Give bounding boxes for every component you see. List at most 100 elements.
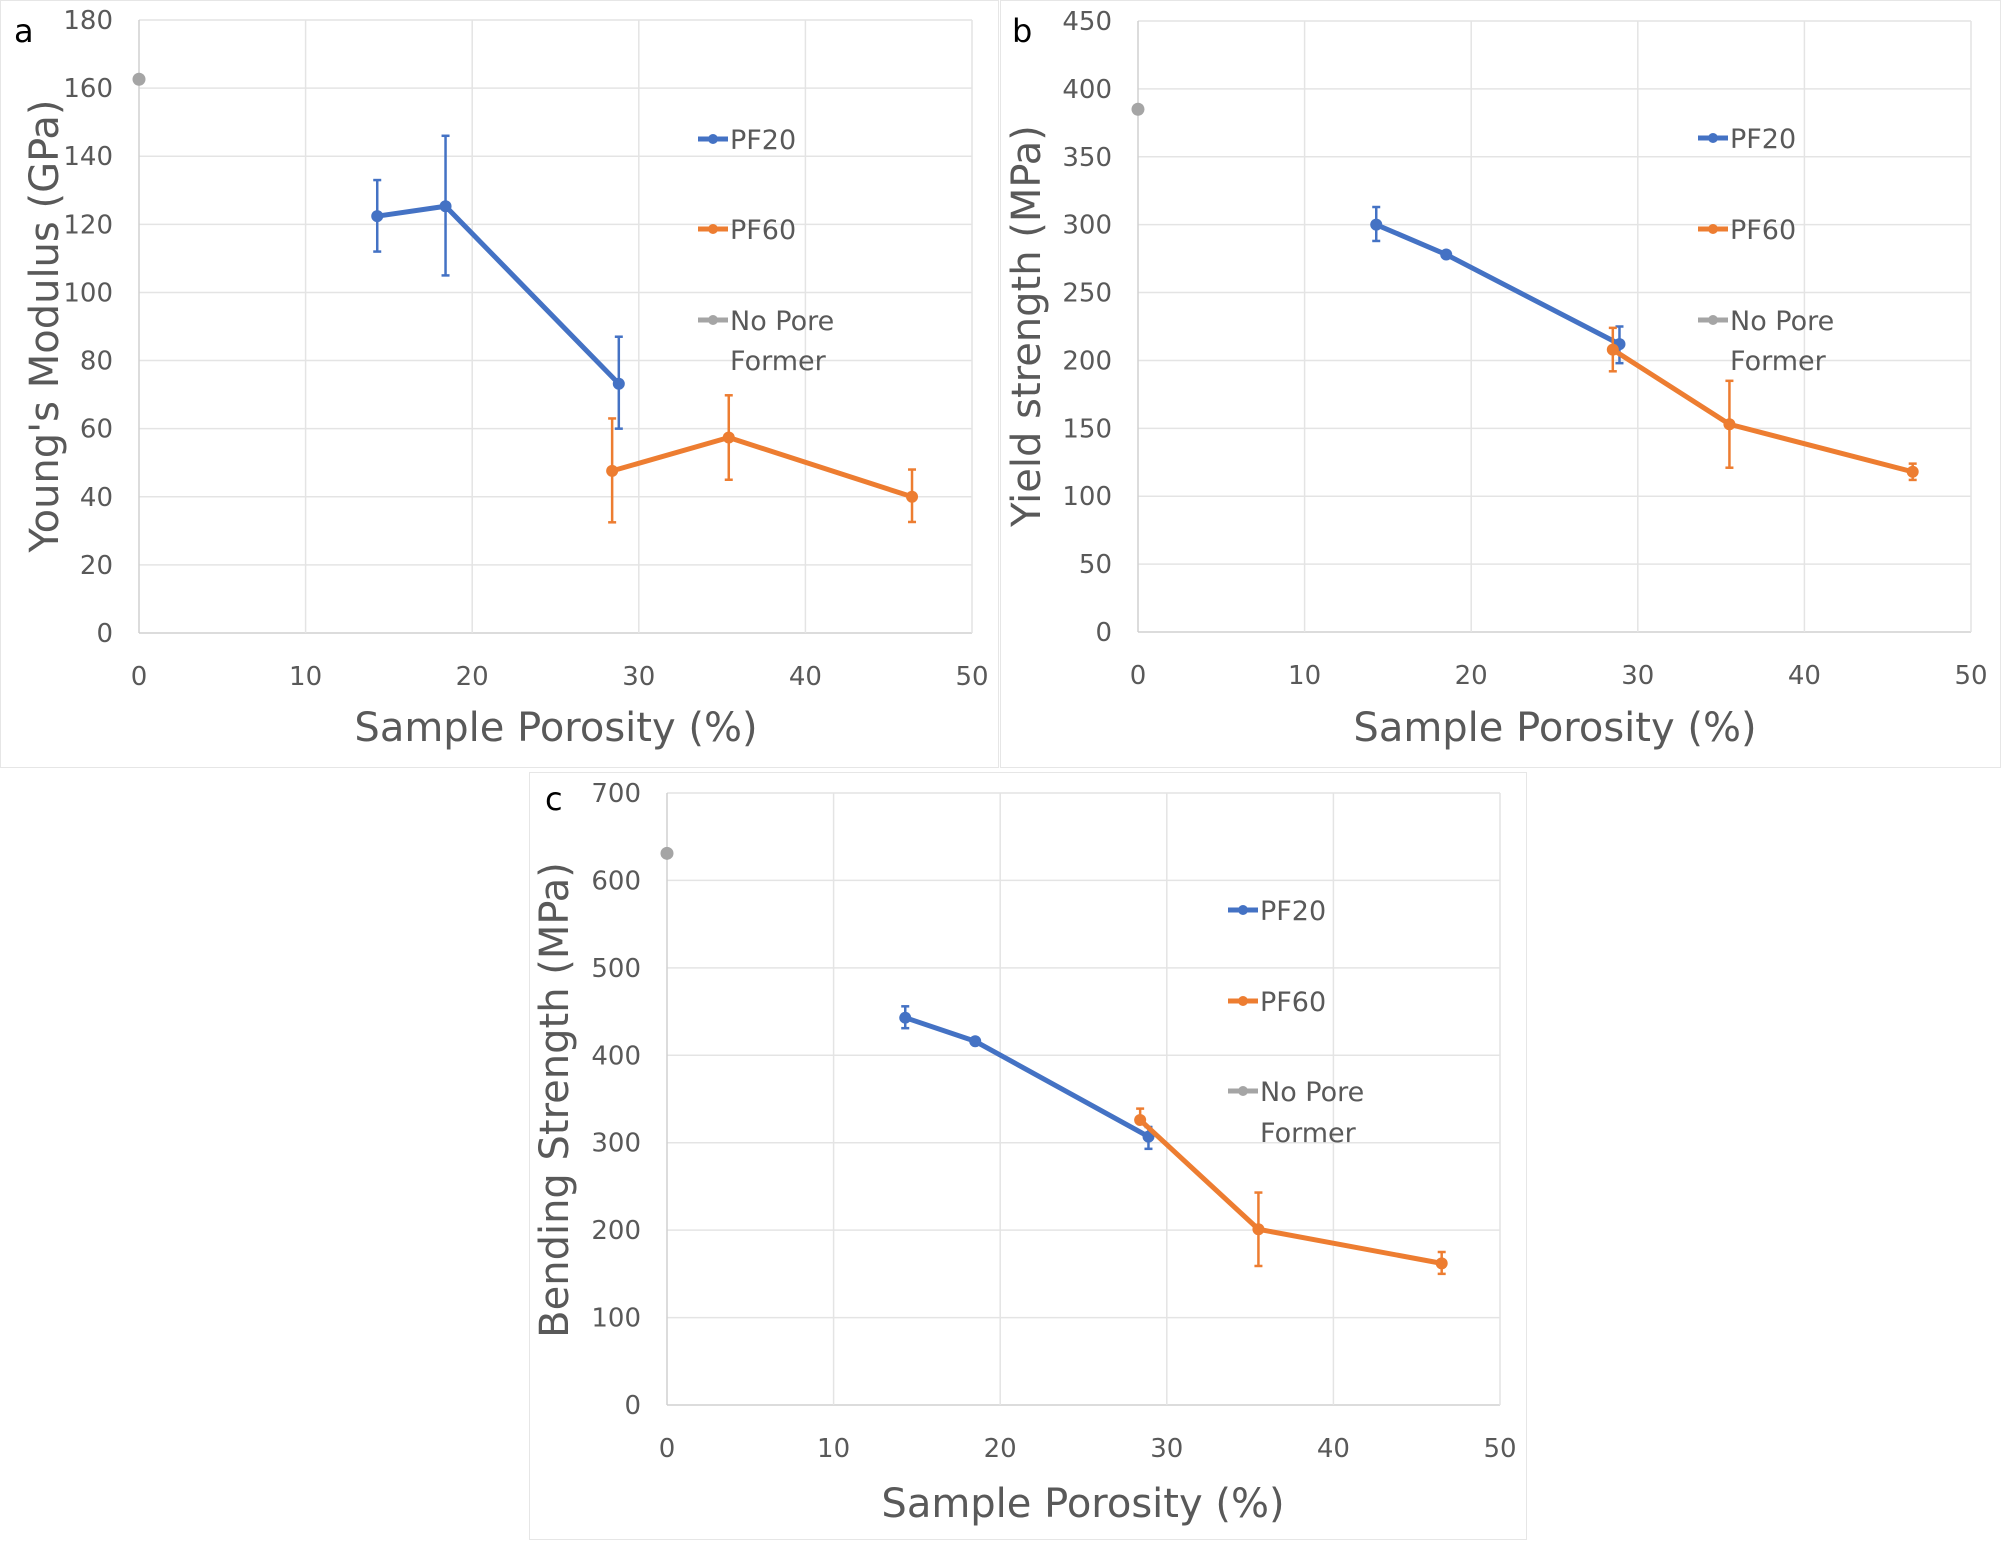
series-line bbox=[376, 203, 621, 386]
panel-label: b bbox=[1012, 12, 1032, 50]
legend-marker bbox=[1708, 315, 1718, 325]
legend-marker bbox=[1708, 133, 1718, 143]
x-tick-label: 50 bbox=[1483, 1434, 1516, 1464]
panel-c bbox=[529, 772, 1527, 1540]
legend-marker bbox=[708, 224, 718, 234]
data-point bbox=[1440, 248, 1453, 261]
data-point bbox=[132, 72, 146, 86]
y-tick-label: 60 bbox=[80, 415, 113, 445]
data-point bbox=[612, 377, 625, 390]
data-point bbox=[606, 464, 619, 477]
data-point bbox=[1906, 465, 1919, 478]
data-point bbox=[1435, 1257, 1448, 1270]
chart-b: 0 50 100 150 200 250 300 350 400 450 0 10 20 30 40 50 Sa… bbox=[1004, 7, 1988, 751]
y-axis-title: Young's Modulus (GPa) bbox=[22, 99, 68, 553]
y-tick-label: 20 bbox=[80, 551, 113, 581]
data-point bbox=[660, 846, 674, 860]
panel-label: a bbox=[14, 12, 34, 50]
series-pf20 bbox=[1370, 205, 1626, 365]
data-point bbox=[1370, 218, 1383, 231]
x-axis-title: Sample Porosity (%) bbox=[354, 705, 757, 751]
y-tick-label: 350 bbox=[1062, 143, 1112, 173]
y-tick-label: 80 bbox=[80, 347, 113, 377]
x-tick-label: 0 bbox=[659, 1434, 676, 1464]
data-point bbox=[1131, 102, 1145, 116]
panel-b bbox=[1000, 0, 2001, 768]
series-no-pore-former bbox=[1131, 102, 1145, 116]
legend-item: PF60 bbox=[1698, 215, 1796, 246]
x-axis-title: Sample Porosity (%) bbox=[881, 1481, 1284, 1527]
series-no-pore-former bbox=[660, 846, 674, 860]
series-pf20 bbox=[899, 1005, 1155, 1151]
legend-item: PF20 bbox=[698, 125, 796, 156]
legend-label: Former bbox=[730, 346, 827, 377]
series-pf60 bbox=[606, 394, 919, 524]
legend-item: No Pore Former bbox=[1698, 306, 1834, 377]
x-tick-label: 10 bbox=[1288, 661, 1321, 691]
y-tick-label: 100 bbox=[63, 278, 113, 308]
legend-item: PF60 bbox=[1228, 987, 1326, 1018]
legend-label: Former bbox=[1260, 1118, 1357, 1149]
data-point bbox=[899, 1011, 912, 1024]
series-line bbox=[611, 435, 913, 500]
x-tick-label: 20 bbox=[984, 1434, 1017, 1464]
legend: PF20 PF60 No Pore Former bbox=[1228, 896, 1364, 1149]
series-pf60 bbox=[1606, 326, 1919, 482]
x-tick-label: 30 bbox=[622, 662, 655, 692]
y-axis-title: Bending Strength (MPa) bbox=[532, 862, 578, 1338]
x-tick-label: 50 bbox=[955, 662, 988, 692]
chart-c: 0 100 200 300 400 500 600 700 0 10 20 30 40 50 Sample … bbox=[532, 779, 1517, 1527]
data-point bbox=[1134, 1113, 1147, 1126]
x-tick-label: 30 bbox=[1621, 661, 1654, 691]
data-point bbox=[439, 200, 452, 213]
legend-marker bbox=[708, 134, 718, 144]
legend-label: PF20 bbox=[730, 125, 796, 156]
legend-item: No Pore Former bbox=[698, 306, 834, 377]
data-point bbox=[1606, 343, 1619, 356]
data-point bbox=[722, 431, 735, 444]
y-tick-label: 200 bbox=[591, 1216, 641, 1246]
legend-item: PF20 bbox=[1698, 124, 1796, 155]
chart-a: 0 20 40 60 80 100 120 140 160 180 0 10 20 30 40 50 Sampl… bbox=[14, 6, 989, 751]
series-no-pore-former bbox=[132, 72, 146, 86]
y-tick-label: 100 bbox=[1062, 482, 1112, 512]
y-tick-label: 300 bbox=[1062, 211, 1112, 241]
legend-item: PF60 bbox=[698, 215, 796, 246]
y-tick-label: 250 bbox=[1062, 279, 1112, 309]
legend-item: No Pore Former bbox=[1228, 1077, 1364, 1149]
y-tick-label: 140 bbox=[63, 142, 113, 172]
legend-label: No Pore bbox=[1730, 306, 1834, 337]
x-tick-label: 10 bbox=[817, 1434, 850, 1464]
y-tick-label: 180 bbox=[63, 6, 113, 36]
x-tick-label: 50 bbox=[1954, 661, 1987, 691]
y-tick-label: 0 bbox=[96, 619, 113, 649]
data-point bbox=[906, 490, 919, 503]
y-tick-label: 100 bbox=[591, 1304, 641, 1334]
data-point bbox=[1252, 1223, 1265, 1236]
series-pf60 bbox=[1134, 1107, 1448, 1276]
y-tick-label: 120 bbox=[63, 210, 113, 240]
legend-item: PF20 bbox=[1228, 896, 1326, 927]
y-tick-label: 0 bbox=[1095, 618, 1112, 648]
x-tick-label: 40 bbox=[789, 662, 822, 692]
legend-label: No Pore bbox=[1260, 1077, 1364, 1108]
y-tick-label: 160 bbox=[63, 74, 113, 104]
legend-label: PF60 bbox=[1260, 987, 1326, 1018]
x-axis-title: Sample Porosity (%) bbox=[1353, 705, 1756, 751]
data-point bbox=[1723, 418, 1736, 431]
series-line bbox=[1375, 222, 1621, 347]
legend-marker bbox=[1238, 905, 1248, 915]
legend-marker bbox=[708, 315, 718, 325]
panel-a bbox=[0, 0, 999, 768]
y-tick-label: 450 bbox=[1062, 7, 1112, 37]
legend: PF20 PF60 No Pore Former bbox=[698, 125, 834, 377]
x-tick-label: 20 bbox=[456, 662, 489, 692]
legend-marker bbox=[1238, 996, 1248, 1006]
legend-label: PF20 bbox=[1260, 896, 1326, 927]
x-tick-label: 40 bbox=[1317, 1434, 1350, 1464]
x-tick-label: 10 bbox=[289, 662, 322, 692]
legend-label: No Pore bbox=[730, 306, 834, 337]
legend-label: Former bbox=[1730, 346, 1827, 377]
x-tick-label: 30 bbox=[1150, 1434, 1183, 1464]
